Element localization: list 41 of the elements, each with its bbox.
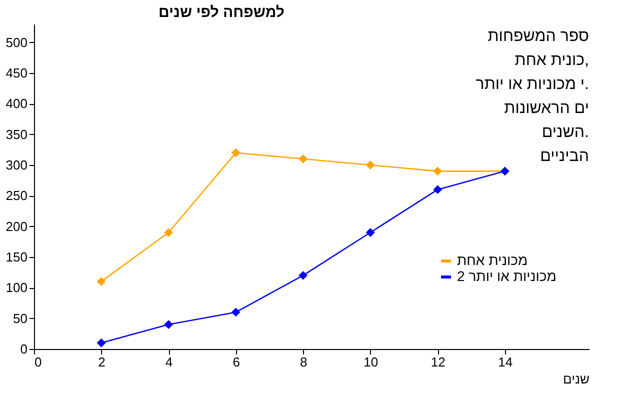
annotation: י מכוניות או יותר. bbox=[476, 76, 589, 93]
x-tick-label: 4 bbox=[165, 354, 173, 370]
x-tick-label: 8 bbox=[300, 354, 308, 370]
point bbox=[96, 277, 106, 286]
annotation: השנים. bbox=[542, 124, 589, 141]
x-tick-label: 12 bbox=[430, 354, 446, 370]
legend-label: 2 מכוניות או יותר bbox=[457, 268, 556, 284]
x-tick-label: 10 bbox=[364, 354, 378, 370]
y-tick-label: 0 bbox=[20, 342, 28, 356]
annotation: ים הראשונות bbox=[504, 100, 589, 117]
x-tick-label: 6 bbox=[232, 354, 240, 370]
point bbox=[231, 148, 240, 158]
point bbox=[164, 320, 174, 329]
y-tick-label: 150 bbox=[6, 250, 28, 265]
point bbox=[231, 308, 240, 317]
point bbox=[164, 228, 174, 237]
y-tick-label: 450 bbox=[6, 66, 28, 81]
x-tick-label: 2 bbox=[98, 354, 106, 370]
y-tick-label: 300 bbox=[6, 158, 28, 173]
legend-label: מכונית אחת bbox=[457, 252, 528, 268]
x-axis-title: שנים bbox=[563, 372, 590, 386]
y-tick-label: 350 bbox=[6, 126, 28, 142]
y-tick-label: 200 bbox=[6, 218, 28, 234]
chart-title: למשפחה לפי שנים bbox=[158, 4, 285, 21]
y-tick-label: 50 bbox=[13, 310, 28, 326]
point bbox=[298, 270, 308, 280]
point bbox=[366, 160, 375, 170]
x-tick-label: 0 bbox=[34, 354, 42, 370]
point bbox=[433, 185, 442, 194]
point bbox=[298, 154, 308, 164]
annotation: כונית אחת, bbox=[514, 52, 589, 69]
annotation: הביניים bbox=[540, 148, 589, 165]
y-tick-label: 100 bbox=[6, 280, 28, 296]
y-tick-label: 400 bbox=[6, 96, 28, 112]
y-tick-label: 500 bbox=[6, 34, 28, 50]
x-tick-label: 14 bbox=[498, 354, 513, 370]
point bbox=[366, 228, 375, 237]
y-tick-label: 250 bbox=[6, 188, 28, 204]
point bbox=[96, 338, 106, 348]
annotation: ספר המשפחות bbox=[488, 28, 589, 45]
point bbox=[433, 166, 442, 176]
